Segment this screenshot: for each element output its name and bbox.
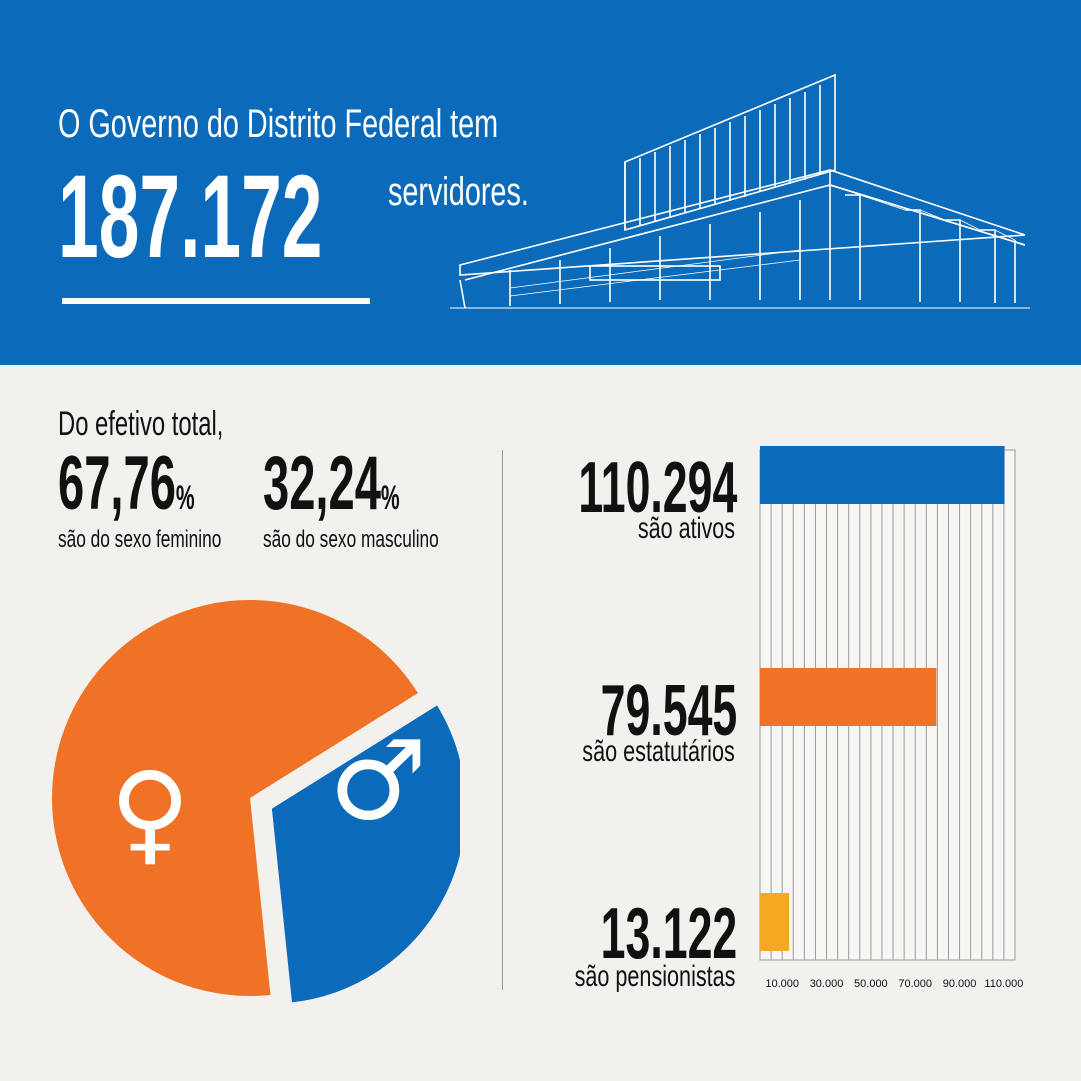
female-symbol-icon: ♀ xyxy=(110,748,191,876)
total-servants: 187.172 xyxy=(58,151,323,283)
total-unit: servidores. xyxy=(388,170,529,214)
male-percentage: 32,24% xyxy=(263,441,400,526)
x-tick-label: 50.000 xyxy=(854,978,888,990)
pensioner-label: são pensionistas xyxy=(574,960,735,993)
gender-pie-chart: ♀ ♂ xyxy=(51,600,460,1007)
bar-3 xyxy=(760,893,790,951)
female-percentage: 67,76% xyxy=(58,441,195,526)
header-banner: O Governo do Distrito Federal tem 187.17… xyxy=(0,0,1081,365)
x-tick-label: 90.000 xyxy=(943,978,977,990)
male-symbol-icon: ♂ xyxy=(329,716,428,844)
male-label: são do sexo masculino xyxy=(263,526,439,553)
gender-intro: Do efetivo total, xyxy=(58,405,224,443)
header-intro: O Governo do Distrito Federal tem xyxy=(58,102,499,146)
bar-1 xyxy=(760,446,1005,504)
pensioner-count: 13.122 xyxy=(600,894,737,974)
x-tick-label: 30.000 xyxy=(810,978,844,990)
active-count: 110.294 xyxy=(578,448,737,528)
statutory-label: são estatutários xyxy=(582,735,735,768)
x-tick-label: 10.000 xyxy=(765,978,799,990)
pie-slice-female xyxy=(51,600,418,996)
building-illustration xyxy=(450,73,1030,309)
x-tick-label: 70.000 xyxy=(898,978,932,990)
statutory-count: 79.545 xyxy=(600,671,737,751)
bar-2 xyxy=(760,668,937,726)
active-label: são ativos xyxy=(637,512,735,545)
servants-bar-chart: 10.000 30.000 50.000 70.000 90.000 110.000 xyxy=(759,446,1023,990)
x-tick-label: 110.000 xyxy=(984,978,1023,990)
section-divider xyxy=(502,450,503,990)
pie-slice-male xyxy=(267,699,460,1007)
total-underline xyxy=(62,298,370,304)
female-label: são do sexo feminino xyxy=(58,526,222,553)
